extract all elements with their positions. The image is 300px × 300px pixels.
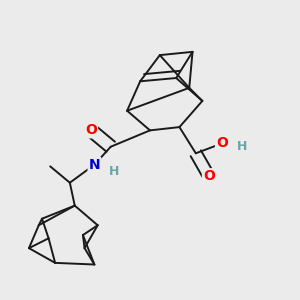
Text: O: O — [216, 136, 228, 151]
Text: H: H — [236, 140, 247, 153]
Text: O: O — [203, 169, 215, 183]
Text: H: H — [109, 165, 119, 178]
Text: O: O — [85, 123, 97, 137]
Text: N: N — [88, 158, 100, 172]
